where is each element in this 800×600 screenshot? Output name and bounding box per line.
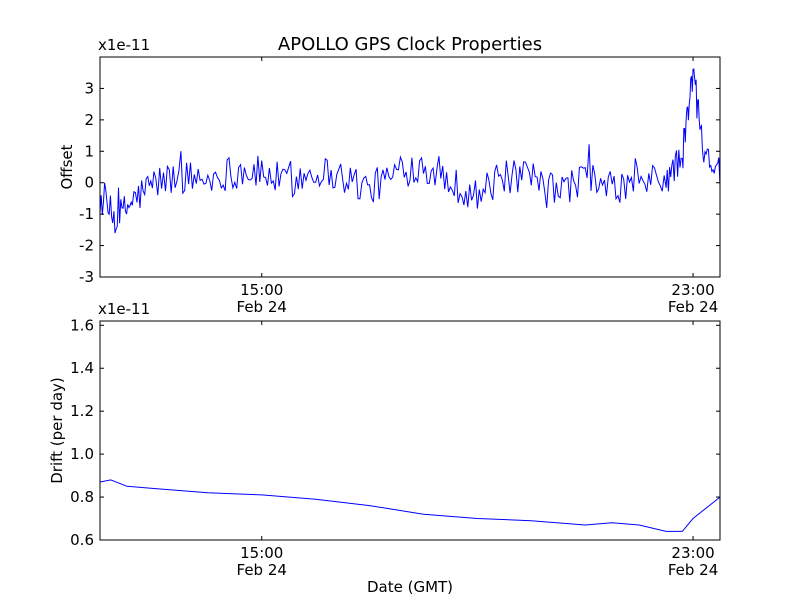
offset-ytick-label: 1 [84, 142, 94, 160]
offset-xtick-time-label: 15:00 [240, 281, 283, 299]
drift-xtick-time-label: 15:00 [240, 544, 283, 562]
offset-ytick-label: 2 [84, 111, 94, 129]
drift-ytick-label: 1.6 [70, 316, 94, 334]
drift-ytick-label: 0.8 [70, 488, 94, 506]
drift-axes-frame [99, 320, 721, 541]
offset-xtick-time-label: 23:00 [671, 281, 714, 299]
offset-xtick-date-label: Feb 24 [237, 298, 287, 316]
drift-xtick-date-label: Feb 24 [237, 561, 287, 579]
offset-ytick-label: 3 [84, 79, 94, 97]
offset-ytick-label: -3 [79, 268, 94, 286]
drift-ytick-label: 0.6 [70, 531, 94, 549]
drift-series-line [100, 479, 720, 532]
drift-ytick-label: 1.0 [70, 445, 94, 463]
drift-xtick-date-label: Feb 24 [668, 561, 718, 579]
drift-ytick-label: 1.2 [70, 402, 94, 420]
offset-offset-label: x1e-11 [98, 36, 150, 54]
offset-ytick-label: -2 [79, 237, 94, 255]
offset-ytick-label: 0 [84, 174, 94, 192]
drift-ytick-label: 1.4 [70, 359, 94, 377]
drift-y-axis-label: Drift (per day) [48, 377, 66, 484]
offset-xtick-date-label: Feb 24 [668, 298, 718, 316]
offset-axes-frame [99, 56, 721, 278]
offset-y-axis-label: Offset [58, 144, 76, 189]
drift-offset-label: x1e-11 [98, 300, 150, 318]
chart-title: APOLLO GPS Clock Properties [278, 34, 542, 55]
offset-ytick-label: -1 [79, 205, 94, 223]
drift-xtick-time-label: 23:00 [671, 544, 714, 562]
offset-series-line [100, 68, 720, 234]
x-axis-label: Date (GMT) [367, 578, 453, 596]
